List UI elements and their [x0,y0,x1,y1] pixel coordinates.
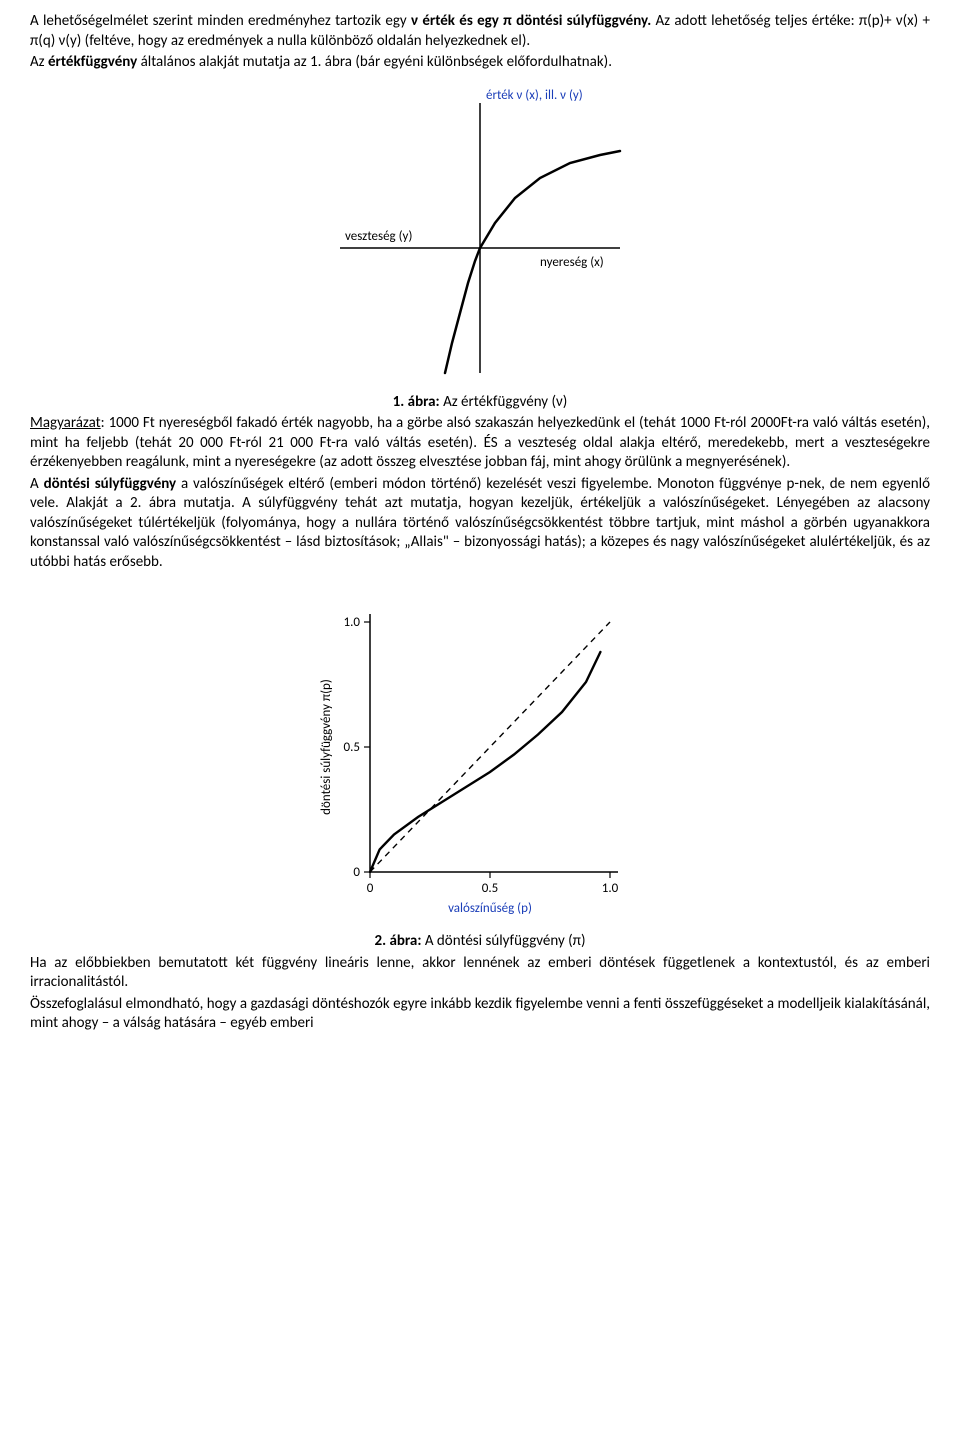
paragraph-6: Összefoglalásul elmondható, hogy a gazda… [30,995,930,1034]
paragraph-5: Ha az előbbiekben bemutatott két függvén… [30,954,930,993]
svg-text:0.5: 0.5 [344,740,360,755]
svg-text:0: 0 [353,865,360,880]
svg-text:1.0: 1.0 [344,615,361,630]
value-function-chart: érték ν (x), ill. ν (y) veszteség (y) nyer… [280,83,680,383]
figure-1: érték ν (x), ill. ν (y) veszteség (y) nyer… [30,83,930,383]
svg-text:döntési súlyfüggvény π(p): döntési súlyfüggvény π(p) [319,679,334,815]
svg-text:0: 0 [367,881,374,896]
caption-text: Az értékfüggvény (ν) [440,393,568,411]
figure-2-caption: 2. ábra: A döntési súlyfüggvény (π) [30,932,930,952]
svg-text:nyereség (x): nyereség (x) [540,255,604,270]
paragraph-4: A döntési súlyfüggvény a valószínűségek … [30,475,930,573]
text: A lehetőségelmélet szerint minden eredmé… [30,12,411,30]
text-bold: értékfüggvény [48,53,137,71]
weighting-function-chart: 0 0.5 1.0 0 0.5 1.0 valószínűség (p) döntési sú… [310,582,650,922]
text: Az [30,53,48,71]
svg-text:valószínűség (p): valószínűség (p) [448,901,532,916]
svg-text:érték ν (x), ill. ν (y): érték ν (x), ill. ν (y) [486,88,583,103]
caption-label: 1. ábra: [393,393,440,411]
text: : 1000 Ft nyereségből fakadó érték nagyo… [30,414,930,471]
figure-1-caption: 1. ábra: Az értékfüggvény (ν) [30,393,930,413]
figure-2: 0 0.5 1.0 0 0.5 1.0 valószínűség (p) döntési sú… [30,582,930,922]
svg-text:0.5: 0.5 [482,881,498,896]
text-bold: ν érték és egy π döntési súlyfüggvény. [411,12,651,30]
text-underline: Magyarázat [30,414,101,432]
svg-text:1.0: 1.0 [602,881,619,896]
paragraph-1: A lehetőségelmélet szerint minden eredmé… [30,12,930,51]
paragraph-3: Magyarázat: 1000 Ft nyereségből fakadó é… [30,414,930,473]
svg-text:veszteség (y): veszteség (y) [345,229,412,244]
caption-label: 2. ábra: [374,932,421,950]
text-bold: döntési súlyfüggvény [44,475,177,493]
paragraph-2: Az értékfüggvény általános alakját mutat… [30,53,930,73]
caption-text: A döntési súlyfüggvény (π) [421,932,585,950]
text: A [30,475,44,493]
text: általános alakját mutatja az 1. ábra (bá… [137,53,612,71]
